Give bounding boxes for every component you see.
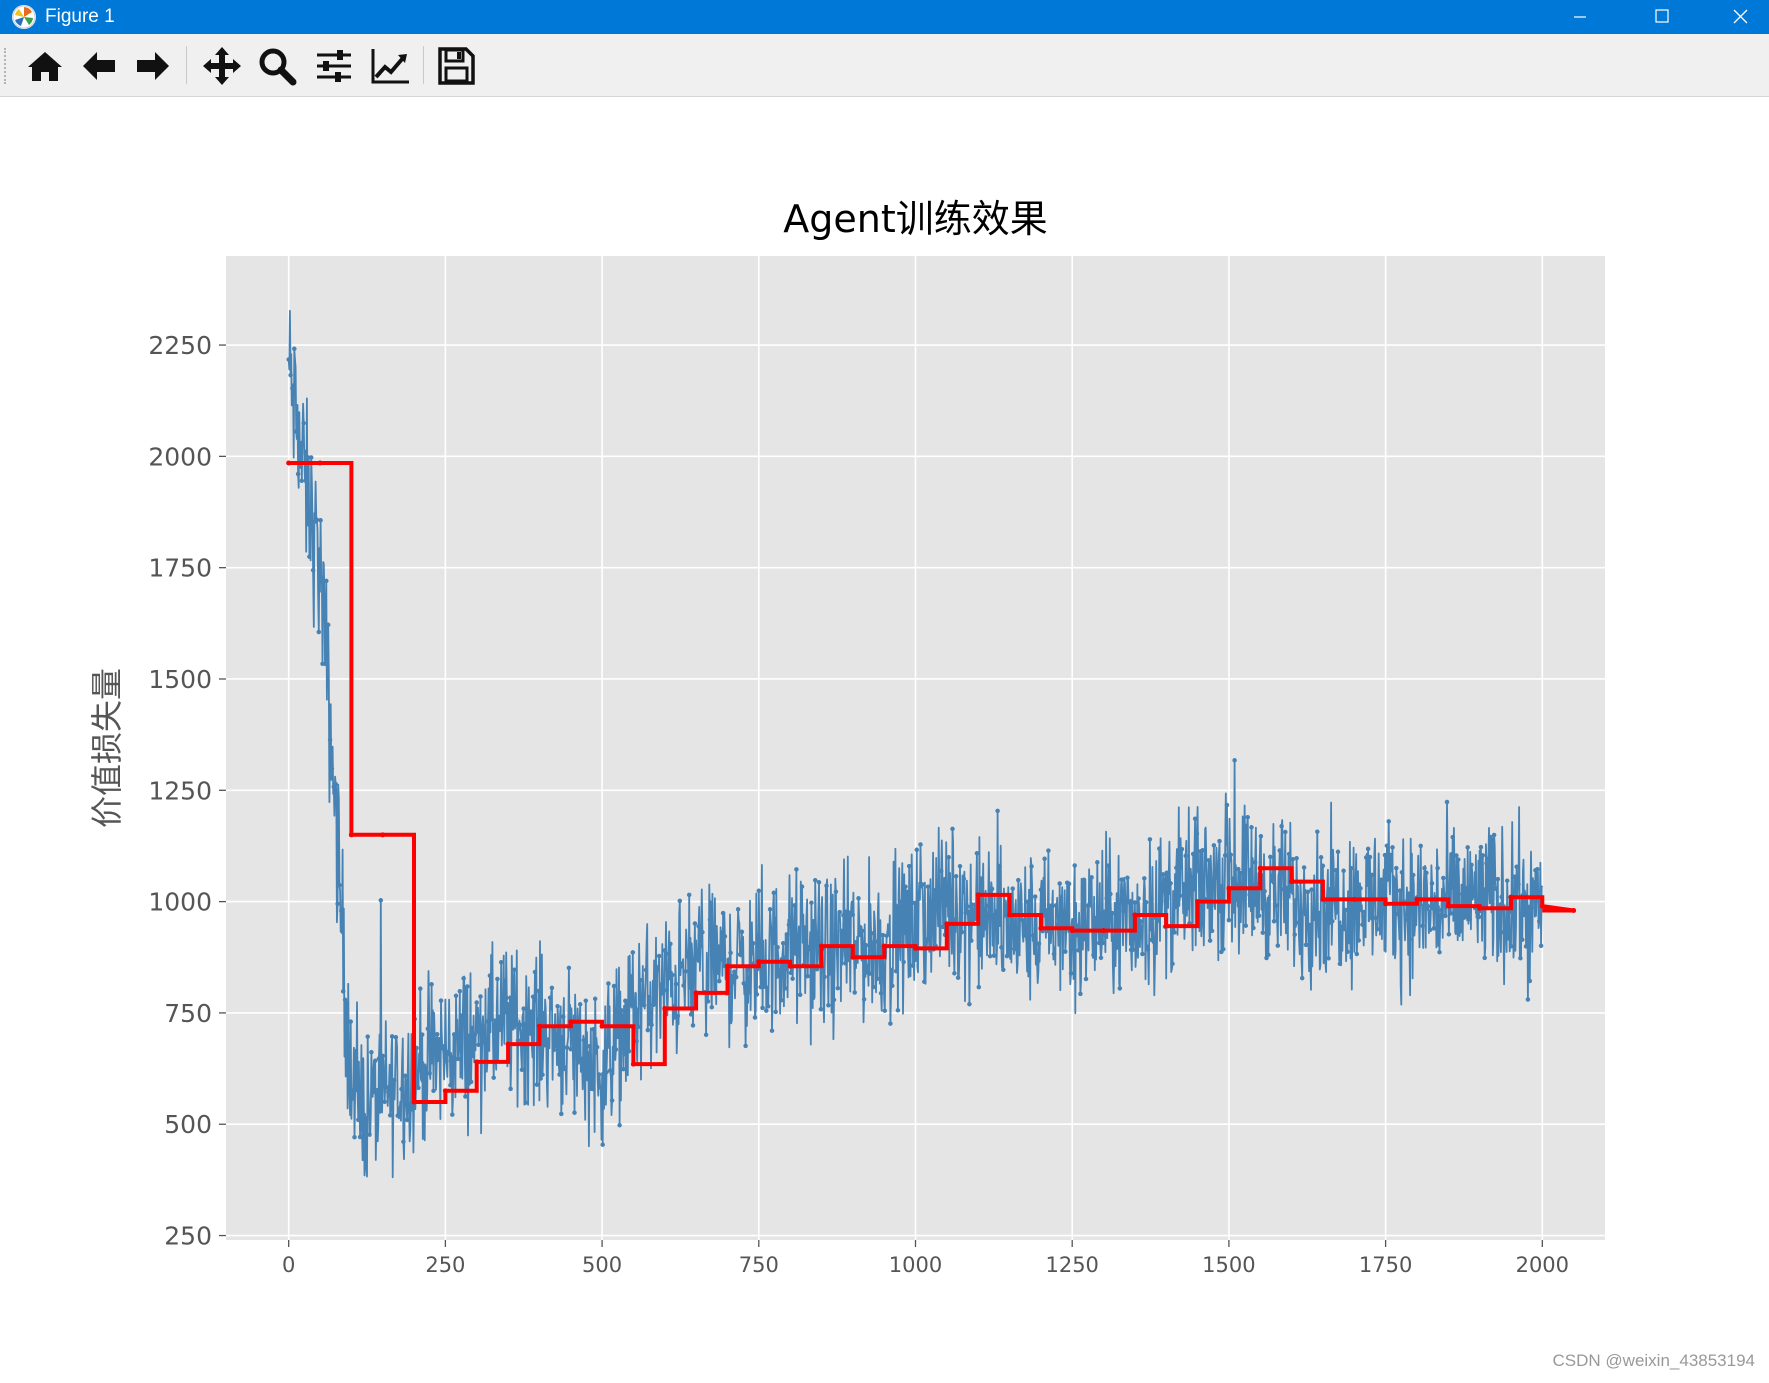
step-mean-point bbox=[1289, 879, 1295, 885]
close-button[interactable] bbox=[1713, 0, 1769, 34]
step-mean-point bbox=[1414, 896, 1420, 902]
x-tick-label: 1000 bbox=[889, 1253, 942, 1277]
x-tick-label: 0 bbox=[282, 1253, 295, 1277]
toolbar-separator bbox=[186, 46, 187, 84]
step-mean-point bbox=[1351, 896, 1357, 902]
step-mean-point bbox=[1477, 905, 1483, 911]
x-tick-label: 750 bbox=[739, 1253, 779, 1277]
x-tick-label: 500 bbox=[582, 1253, 622, 1277]
step-mean-point bbox=[1383, 901, 1389, 907]
step-mean-point bbox=[1539, 903, 1545, 909]
step-mean-point bbox=[850, 954, 856, 960]
raw-loss-series[interactable] bbox=[287, 309, 1544, 1179]
step-mean-point bbox=[286, 460, 292, 466]
y-tick-label: 500 bbox=[164, 1110, 212, 1139]
step-mean-point bbox=[1007, 912, 1013, 918]
step-mean-point bbox=[442, 1088, 448, 1094]
step-mean-point bbox=[693, 990, 699, 996]
step-mean-point bbox=[1508, 894, 1514, 900]
line-chart-icon bbox=[371, 49, 409, 84]
step-mean-point bbox=[536, 1023, 542, 1029]
back-button[interactable] bbox=[79, 45, 121, 87]
step-mean-point bbox=[724, 963, 730, 969]
step-mean-point bbox=[380, 832, 386, 838]
step-mean-point bbox=[1163, 923, 1169, 929]
step-mean-point bbox=[505, 1041, 511, 1047]
window-titlebar: Figure 1 bbox=[0, 0, 1769, 34]
y-tick-label: 1750 bbox=[148, 554, 212, 583]
step-mean-point bbox=[662, 1005, 668, 1011]
move-icon bbox=[203, 47, 241, 85]
y-tick-label: 750 bbox=[164, 999, 212, 1028]
step-mean-point bbox=[1195, 899, 1201, 905]
step-mean-point bbox=[913, 945, 918, 951]
step-mean-point bbox=[787, 963, 793, 969]
step-mean-point bbox=[1320, 896, 1326, 902]
watermark: CSDN @weixin_43853194 bbox=[1552, 1351, 1755, 1370]
step-mean-point bbox=[881, 943, 887, 949]
step-mean-point bbox=[317, 460, 323, 466]
step-mean-point bbox=[944, 921, 950, 927]
configure-subplots-button[interactable] bbox=[313, 45, 355, 87]
navigation-toolbar bbox=[0, 34, 1769, 97]
step-mean-point bbox=[818, 943, 824, 949]
raw-loss-markers bbox=[286, 346, 1544, 1147]
minimize-button[interactable] bbox=[1552, 0, 1608, 34]
maximize-button[interactable] bbox=[1634, 0, 1690, 34]
zoom-button[interactable] bbox=[256, 45, 298, 87]
step-mean-point bbox=[975, 892, 981, 898]
forward-button[interactable] bbox=[131, 45, 173, 87]
x-tick-label: 1250 bbox=[1045, 1253, 1098, 1277]
window-title: Figure 1 bbox=[45, 6, 115, 27]
toolbar-separator bbox=[423, 46, 424, 84]
step-mean-point bbox=[474, 1059, 480, 1065]
y-tick-label: 1000 bbox=[148, 888, 212, 917]
step-mean-point bbox=[599, 1023, 605, 1029]
y-tick-label: 2000 bbox=[148, 442, 212, 471]
step-mean-point bbox=[348, 832, 354, 838]
step-mean-point bbox=[1101, 928, 1107, 934]
pan-button[interactable] bbox=[201, 45, 243, 87]
x-tick-label: 1750 bbox=[1359, 1253, 1412, 1277]
sliders-icon bbox=[317, 50, 351, 82]
step-mean-series[interactable] bbox=[288, 461, 1574, 1104]
x-tick-label: 1500 bbox=[1202, 1253, 1255, 1277]
figure-canvas[interactable]: 0 250 500 750 1000 1250 1500 1750 2000 250 500 750 1… bbox=[0, 96, 1769, 1383]
y-tick-label: 1500 bbox=[148, 665, 212, 694]
step-mean-point bbox=[1445, 903, 1451, 909]
home-button[interactable] bbox=[24, 45, 66, 87]
edit-axes-button[interactable] bbox=[369, 45, 411, 87]
x-tick-label: 2000 bbox=[1516, 1253, 1569, 1277]
step-mean-point bbox=[1226, 885, 1232, 891]
toolbar-grip[interactable] bbox=[4, 48, 10, 84]
y-axis-label: 价值损失量 bbox=[88, 668, 126, 828]
arrow-right-icon bbox=[137, 52, 169, 80]
step-mean-point bbox=[411, 1099, 417, 1105]
arrow-left-icon bbox=[83, 52, 115, 80]
step-mean-point bbox=[568, 1019, 574, 1025]
step-mean-point bbox=[1069, 928, 1075, 934]
step-mean-point bbox=[756, 959, 762, 965]
step-mean-point bbox=[1038, 925, 1044, 931]
save-button[interactable] bbox=[435, 45, 477, 87]
y-tick-label: 2250 bbox=[148, 331, 212, 360]
floppy-disk-icon bbox=[438, 47, 475, 85]
y-tick-label: 1250 bbox=[148, 776, 212, 805]
home-icon bbox=[28, 52, 62, 81]
step-mean-point bbox=[1257, 865, 1263, 871]
step-mean-point bbox=[1132, 912, 1138, 918]
y-tick-label: 250 bbox=[164, 1222, 212, 1251]
x-tick-label: 250 bbox=[425, 1253, 465, 1277]
step-mean-point bbox=[1571, 908, 1577, 914]
magnifier-icon bbox=[259, 48, 297, 86]
step-mean-point bbox=[630, 1061, 636, 1067]
chart-title: Agent训练效果 bbox=[783, 197, 1047, 241]
matplotlib-logo-icon bbox=[12, 5, 36, 29]
